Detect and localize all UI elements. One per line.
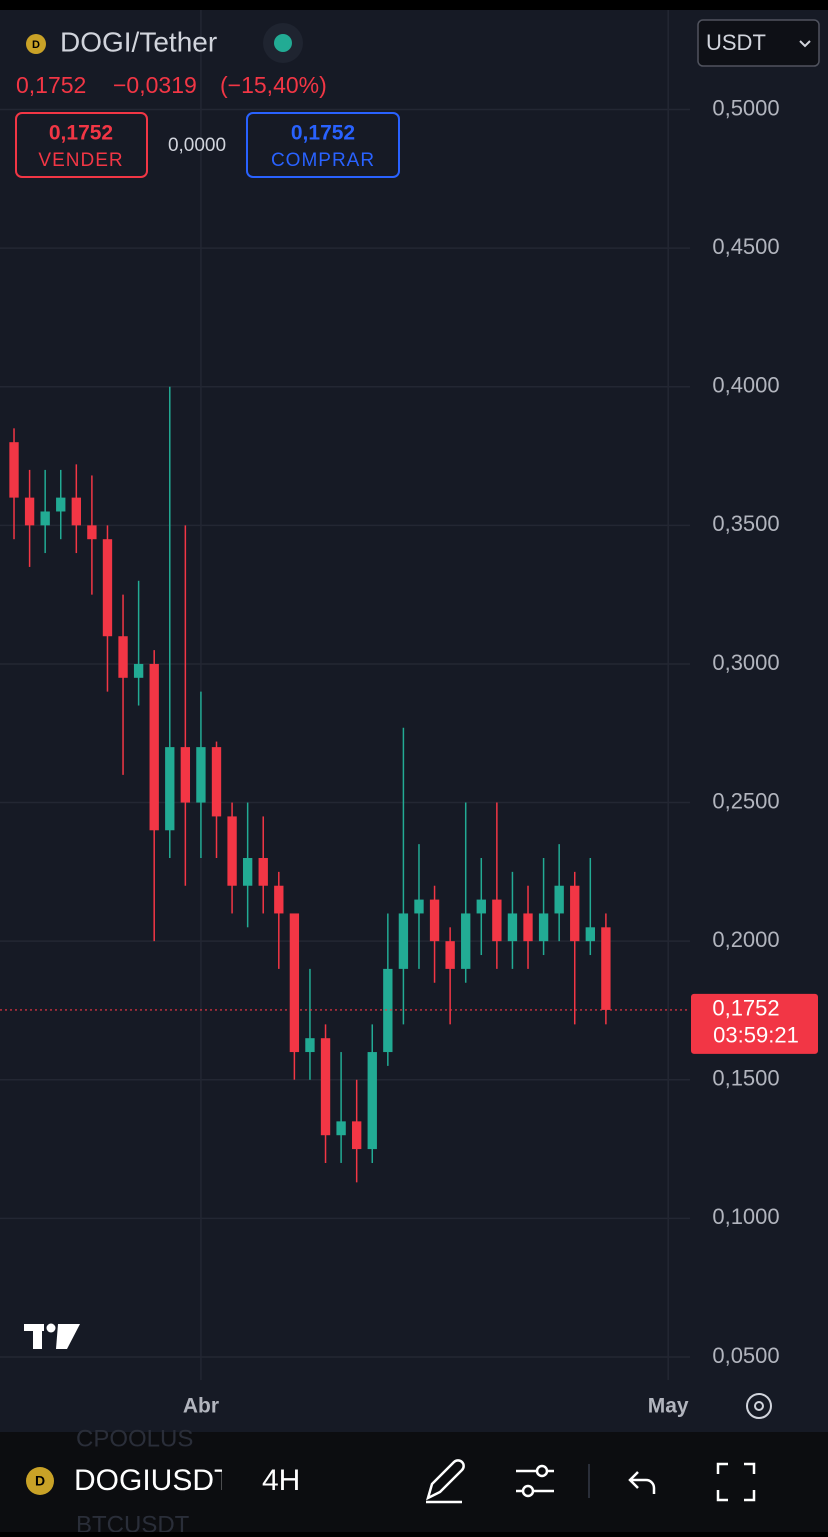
spread: 0,0000 [168,135,226,156]
candle-body [367,1052,377,1150]
toolbar-coin-glyph: D [35,1473,45,1489]
candle-body [71,497,81,526]
buy-label: COMPRAR [271,150,375,171]
watchlist-ghost: BTCUSDT [76,1511,190,1532]
tv-logo-part [33,1324,42,1349]
candle-body [305,1038,315,1053]
candle-body [429,899,440,942]
coin-icon-glyph: D [32,39,40,51]
x-tick-label: Abr [183,1395,219,1418]
settings-icon-core [754,1401,764,1411]
y-tick-label: 0,4000 [712,373,779,398]
y-tick-label: 0,5000 [712,95,779,120]
y-tick-label: 0,3500 [712,511,779,536]
last-price-tag [691,993,818,1054]
candle-body [289,913,300,1053]
candle-body [585,927,595,942]
countdown: 03:59:21 [713,1023,799,1048]
candle-body [102,539,113,637]
candle-body [242,858,253,886]
icon-knob [521,1484,535,1498]
price-change-pct: (−15,40%) [220,72,327,98]
y-tick-label: 0,1000 [712,1204,779,1229]
toolbar-symbol[interactable]: DOGIUSDT [74,1464,232,1497]
indicators-icon[interactable] [516,1464,554,1498]
candle-body [383,968,393,1053]
candle-body [507,913,518,942]
candle-body [258,858,268,886]
y-tick-label: 0,3000 [712,650,779,675]
axis-labels: 0,0500 0,1000 0,1500 0,2000 0,2500 0,3000 0,35… [183,95,818,1418]
draw-icon[interactable] [426,1459,465,1504]
candle-body [9,442,19,498]
candle-body [24,497,35,526]
buy-button[interactable] [246,112,400,178]
candle-body [461,913,471,969]
watchlist-ghost: CPOOLUS [76,1425,193,1452]
candle-body [336,1121,346,1136]
price-change: −0,0319 [113,72,197,98]
candle-body [445,941,455,969]
candle-body [56,497,66,512]
x-tick-label: May [648,1395,689,1418]
candle-body [398,913,409,969]
candle-body [538,913,549,942]
candle-body [523,913,533,942]
market-status [274,34,292,52]
undo-icon[interactable] [628,1471,656,1494]
last-price: 0,1752 [16,72,86,98]
icon-knob [535,1464,549,1478]
candle-body [227,816,237,886]
sell-price: 0,1752 [49,122,113,145]
y-tick-label: 0,2000 [712,927,779,952]
toolbar [0,1432,828,1532]
y-tick-label: 0,4500 [712,234,779,259]
dropdown-caret [799,40,811,48]
settings-icon[interactable] [746,1393,772,1419]
price-axis [690,10,828,1380]
candle-body [180,747,191,803]
y-tick-label: 0,0500 [712,1343,779,1368]
sell-label: VENDER [38,150,123,171]
tv-logo [24,1323,80,1349]
candles [0,386,690,1183]
candle-body [133,663,144,678]
tv-logo-part [46,1323,56,1333]
coin-icon [26,34,46,54]
toolbar-interval[interactable]: 4H [262,1464,300,1497]
candle-body [476,899,486,914]
buy-price: 0,1752 [291,122,355,145]
candle-body [414,899,424,914]
fullscreen-icon[interactable] [716,1462,756,1502]
candle-body [601,927,611,1010]
candle-body [211,747,222,817]
candle-body [149,663,159,831]
candle-body [274,885,284,914]
last-price-label: 0,1752 [712,996,779,1021]
candle-body [492,899,502,942]
toolbar-coin-icon [26,1467,54,1495]
candle-body [554,885,564,914]
candle-body [320,1038,331,1136]
tv-logo-part [56,1324,80,1349]
symbol-title: DOGI/Tether [60,26,217,57]
candle-body [165,747,175,831]
y-tick-label: 0,2500 [712,788,779,813]
candle-body [118,636,128,678]
symbol-fade [222,1450,242,1510]
currency-select[interactable] [697,19,820,67]
y-tick-label: 0,1500 [712,1066,779,1091]
candle-body [40,511,50,526]
candle-body [196,747,206,803]
candle-body [570,885,580,942]
sell-button[interactable] [15,112,148,178]
currency: USDT [706,30,766,55]
candle-body [352,1121,362,1150]
candle-body [87,525,97,540]
